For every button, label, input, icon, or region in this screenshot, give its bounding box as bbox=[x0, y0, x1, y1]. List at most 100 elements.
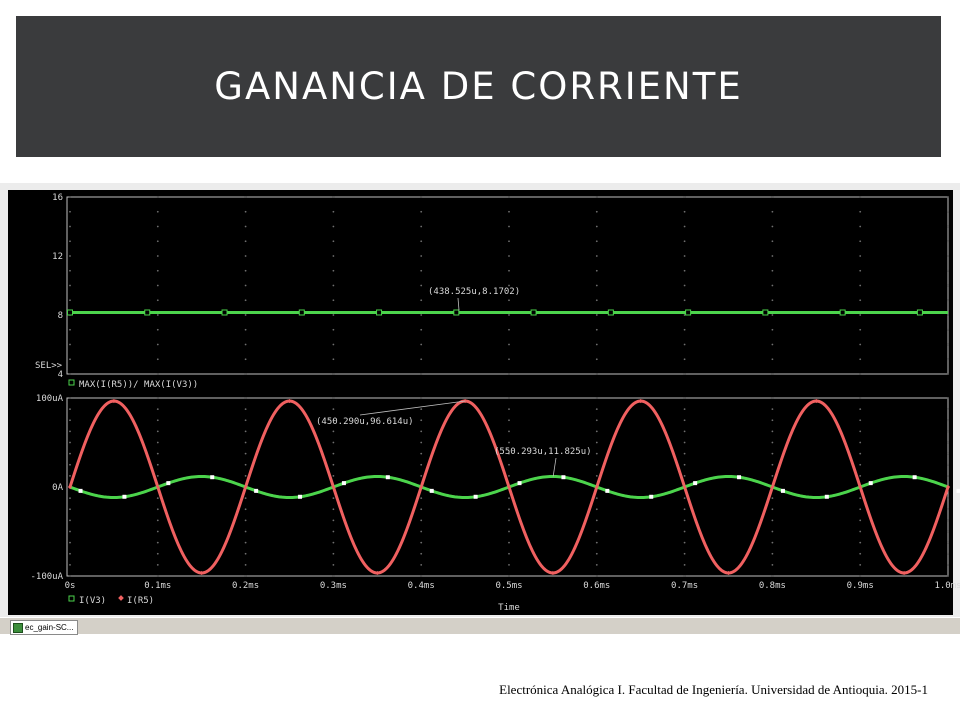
top-grid-dot bbox=[332, 328, 335, 331]
top-grid-dot bbox=[332, 299, 335, 302]
gain-ratio-marker bbox=[67, 309, 73, 316]
bottom-grid-dot bbox=[595, 508, 598, 511]
top-grid-dot bbox=[859, 255, 862, 257]
top-grid-dot bbox=[156, 284, 159, 287]
top-grid-dot bbox=[771, 210, 774, 213]
bottom-grid-dot bbox=[508, 519, 510, 522]
top-grid-dot bbox=[859, 210, 862, 213]
bottom-grid-dot bbox=[508, 497, 510, 500]
top-grid-dot bbox=[420, 269, 423, 272]
gain-ratio-marker bbox=[916, 309, 923, 316]
top-grid-dot bbox=[156, 343, 159, 346]
top-grid-dot bbox=[859, 343, 862, 346]
top-grid-dot bbox=[683, 284, 686, 287]
top-grid-dot bbox=[947, 269, 949, 272]
sel-label: SEL>> bbox=[35, 361, 63, 371]
bottom-grid-dot bbox=[332, 463, 335, 466]
marker-i-r5 bbox=[858, 484, 863, 490]
bottom-grid-dot bbox=[595, 519, 598, 522]
taskbar-item[interactable]: ec_gain-SC... bbox=[10, 620, 78, 635]
bottom-grid-dot bbox=[420, 508, 423, 511]
marker-i-v3 bbox=[780, 488, 785, 493]
top-grid-dot bbox=[508, 225, 510, 228]
top-grid-dot bbox=[156, 373, 159, 375]
bottom-grid-dot bbox=[156, 552, 159, 555]
top-grid-dot bbox=[244, 225, 247, 228]
bottom-grid-dot bbox=[156, 508, 159, 511]
bottom-grid-dot bbox=[69, 419, 71, 422]
bottom-grid-dot bbox=[859, 541, 862, 544]
legend-label-i-r5: I(R5) bbox=[127, 596, 154, 606]
bottom-grid-dot bbox=[332, 575, 335, 577]
gain-ratio-marker bbox=[839, 309, 846, 316]
taskbar-item-label: ec_gain-SC... bbox=[25, 623, 74, 632]
bottom-grid-dot bbox=[508, 430, 510, 433]
marker-i-v3 bbox=[298, 494, 303, 499]
title-bar: GANANCIA DE CORRIENTE bbox=[16, 16, 941, 157]
marker-i-v3 bbox=[517, 481, 522, 486]
top-grid-dot bbox=[69, 255, 71, 257]
x-tick-label: 0.8ms bbox=[759, 581, 786, 591]
top-grid-dot bbox=[859, 328, 862, 331]
bottom-grid-dot bbox=[771, 575, 774, 577]
top-grid-dot bbox=[595, 328, 598, 331]
bottom-grid-dot bbox=[156, 530, 159, 533]
bottom-grid-dot bbox=[156, 575, 159, 577]
bottom-grid-dot bbox=[332, 519, 335, 522]
top-grid-dot bbox=[595, 373, 598, 375]
marker-i-v3 bbox=[341, 481, 346, 486]
top-grid-dot bbox=[508, 196, 510, 198]
gain-ratio-marker bbox=[762, 309, 769, 316]
bottom-grid-dot bbox=[69, 463, 71, 466]
bottom-grid-dot bbox=[683, 397, 686, 399]
bottom-grid-dot bbox=[69, 441, 71, 444]
taskbar: ec_gain-SC... bbox=[0, 617, 960, 635]
bottom-grid-dot bbox=[420, 419, 423, 422]
bottom-grid-dot bbox=[244, 497, 247, 500]
bottom-grid-dot bbox=[69, 552, 71, 555]
top-y-tick-label: 8 bbox=[58, 311, 63, 321]
top-grid-dot bbox=[420, 299, 423, 302]
bottom-grid-dot bbox=[69, 474, 71, 477]
bottom-grid-dot bbox=[156, 397, 159, 399]
top-grid-dot bbox=[332, 255, 335, 257]
bottom-grid-dot bbox=[859, 530, 862, 533]
marker-i-v3 bbox=[693, 481, 698, 486]
top-grid-dot bbox=[595, 284, 598, 287]
legend-marker-gain bbox=[68, 379, 75, 386]
marker-i-r5 bbox=[638, 398, 643, 404]
bottom-grid-dot bbox=[332, 430, 335, 433]
bottom-grid-dot bbox=[683, 541, 686, 544]
top-grid-dot bbox=[947, 358, 949, 361]
bottom-grid-dot bbox=[859, 497, 862, 500]
bottom-grid-dot bbox=[332, 452, 335, 455]
bottom-grid-dot bbox=[771, 441, 774, 444]
bottom-grid-dot bbox=[156, 541, 159, 544]
bottom-grid-dot bbox=[859, 408, 862, 411]
bottom-grid-dot bbox=[683, 575, 686, 577]
top-grid-dot bbox=[332, 196, 335, 198]
bottom-grid-dot bbox=[156, 463, 159, 466]
top-grid-dot bbox=[332, 373, 335, 375]
bottom-y-tick-label: -100uA bbox=[30, 572, 63, 582]
top-grid-dot bbox=[859, 299, 862, 302]
bottom-grid-dot bbox=[947, 430, 949, 433]
top-grid-dot bbox=[156, 255, 159, 257]
bottom-grid-dot bbox=[420, 575, 423, 577]
top-grid-dot bbox=[683, 314, 686, 316]
top-grid-dot bbox=[156, 314, 159, 316]
bottom-grid-dot bbox=[595, 474, 598, 477]
top-grid-dot bbox=[947, 196, 949, 198]
top-grid-dot bbox=[244, 269, 247, 272]
top-grid-dot bbox=[771, 196, 774, 198]
marker-i-r5 bbox=[682, 484, 687, 490]
marker-i-r5 bbox=[111, 398, 117, 404]
top-grid-dot bbox=[683, 240, 686, 243]
annotation-i-r5-peak: (450.290u,96.614u) bbox=[316, 417, 414, 427]
bottom-grid-dot bbox=[859, 552, 862, 555]
bottom-grid-dot bbox=[683, 452, 686, 455]
top-grid-dot bbox=[69, 196, 71, 198]
top-grid-dot bbox=[508, 343, 510, 346]
bottom-grid-dot bbox=[595, 430, 598, 433]
top-grid-dot bbox=[771, 255, 774, 257]
